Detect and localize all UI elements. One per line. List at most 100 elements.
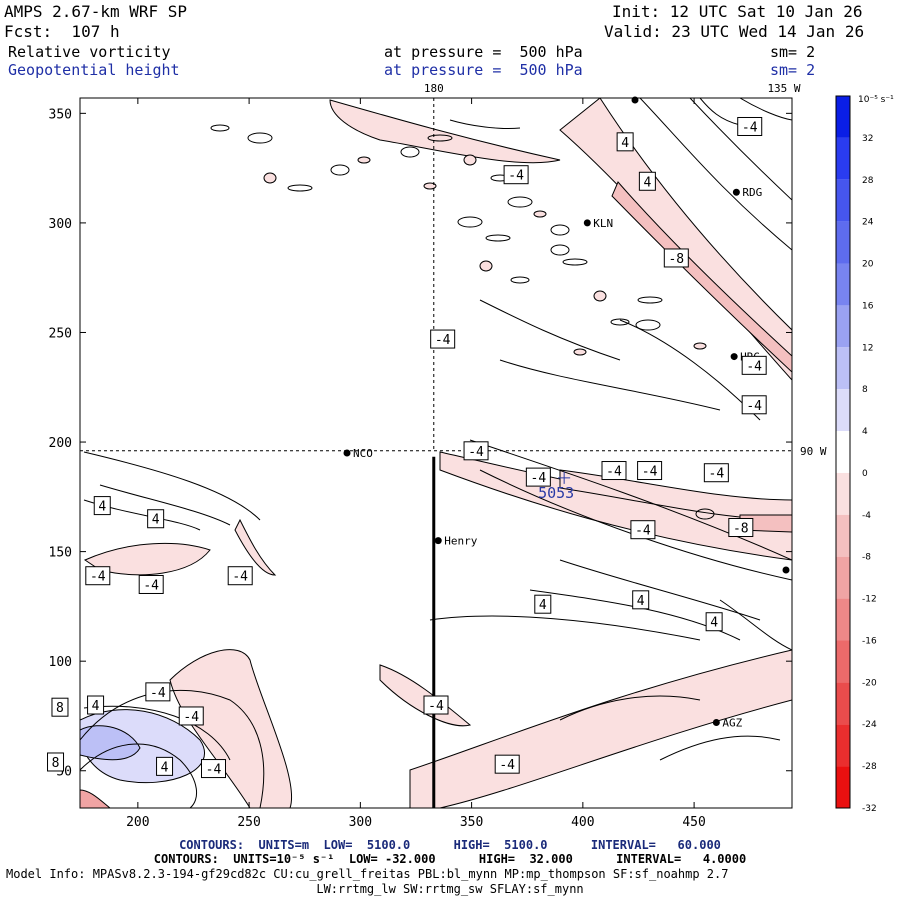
colorbar-tick-label: 28	[862, 176, 874, 186]
contour-label-box	[156, 756, 174, 776]
vort-band-sp2	[559, 469, 792, 521]
y-tick-label: 150	[49, 546, 72, 561]
model-info: Model Info: MPASv8.2.3-194-gf29cd82c CU:…	[6, 867, 729, 881]
contour-label-box	[147, 509, 165, 529]
contour-label: 4	[539, 598, 547, 613]
contour-label: -4	[468, 445, 484, 460]
contour-label-box	[145, 682, 171, 702]
y-tick-label: 100	[49, 655, 72, 670]
colorbar-tick-label: -16	[862, 636, 877, 646]
contour-line	[83, 451, 261, 521]
contour-label-box	[534, 594, 552, 614]
contour-label: -4	[531, 471, 547, 486]
contour-label: -4	[508, 169, 524, 184]
contour-label-box	[178, 706, 204, 726]
x-tick-label: 250	[237, 815, 260, 830]
contour-line	[449, 119, 521, 129]
y-tick-label: 350	[49, 107, 72, 122]
colorbar-tick-label: 32	[862, 134, 873, 144]
contour-label-box	[638, 171, 656, 191]
x-tick-label: 350	[460, 815, 483, 830]
contour-label: -4	[206, 763, 222, 778]
contour-label: 4	[152, 513, 160, 528]
contour-label-box	[201, 759, 226, 779]
contour-line	[80, 743, 198, 808]
contour-label: 4	[637, 594, 645, 609]
vort-eddy	[573, 348, 587, 356]
x-tick-label: 300	[349, 815, 372, 830]
station-label: NCO	[353, 447, 373, 460]
contour-label: 4	[92, 699, 100, 714]
contour-line	[559, 559, 761, 621]
contour-label: 8	[56, 701, 64, 716]
vort-band-strong	[611, 181, 792, 373]
contour-label: 4	[710, 616, 718, 631]
contour-label-box	[741, 355, 767, 375]
station-marker	[434, 537, 442, 545]
contour-label: 4	[643, 175, 651, 190]
contour-label-box	[138, 574, 164, 594]
vort-eddy	[635, 319, 661, 331]
station-marker-edge	[631, 96, 639, 104]
vort-strip-2	[83, 542, 211, 576]
contour-labels-layer: 4 4 -4 -4 -4 -4 -4 4 8 8 4 -4 -4 -4 -4 -4 -4 -4 -4 -4 -8 4 4 4 -…	[47, 116, 767, 779]
init-time: Init: 12 UTC Sat 10 Jan 26	[612, 2, 863, 21]
station-label: RDG	[742, 186, 762, 199]
contour-line	[619, 319, 761, 421]
colorbar-tick-label: -8	[862, 553, 871, 563]
colorbar-segment	[836, 472, 850, 515]
x-tick-label: 400	[571, 815, 594, 830]
colorbar-tick-label: 16	[862, 301, 874, 311]
contour-label-box	[51, 697, 69, 717]
colorbar-segment	[836, 682, 850, 725]
contour-label: -4	[183, 710, 199, 725]
colorbar-segment	[836, 640, 850, 683]
contour-line	[659, 735, 781, 761]
vort-eddy	[610, 318, 630, 326]
contour-line	[689, 98, 792, 201]
colorbar-tick-label: 20	[862, 260, 874, 270]
colorbar-tick-label: -24	[862, 720, 877, 730]
contour-line	[699, 98, 741, 126]
contour-label-box	[601, 461, 627, 481]
field2-level: at pressure = 500 hPa	[384, 61, 583, 79]
contour-label: -4	[232, 570, 248, 585]
colorbar-tick-label: 4	[862, 427, 868, 437]
colorbar-tick-label: 12	[862, 343, 873, 353]
contour-label: -8	[733, 522, 749, 537]
contour-label-box	[630, 520, 656, 540]
station-marker	[730, 353, 738, 361]
colorbar-segment	[836, 137, 850, 180]
contour-line	[559, 695, 701, 721]
vorticity-contour-info: CONTOURS: UNITS=10⁻⁵ s⁻¹ LOW= -32.000 HI…	[153, 852, 747, 866]
vort-patch-west	[169, 649, 292, 808]
contour-label: -4	[742, 120, 758, 135]
station-marker-edge	[782, 566, 790, 574]
contour-label-box	[93, 496, 111, 516]
colorbar-tick-label: -28	[862, 762, 877, 772]
x-tick-label: 200	[126, 815, 149, 830]
contour-label: -4	[428, 699, 444, 714]
height-label: 5053	[538, 484, 574, 502]
colorbar-segment	[836, 766, 850, 808]
colorbar-segment	[836, 179, 850, 222]
colorbar-segment	[836, 263, 850, 306]
y-tick-label: 250	[49, 326, 72, 341]
contour-label: -4	[435, 333, 451, 348]
contour-label: -4	[746, 399, 762, 414]
meridian-label-135w: 135 W	[767, 82, 800, 95]
contour-lines	[80, 98, 792, 808]
colorbar-segment	[836, 556, 850, 599]
contour-label-box	[728, 518, 754, 538]
contour-label-box	[463, 441, 489, 461]
contour-label: -4	[709, 467, 725, 482]
model-info-2: LW:rrtmg_lw SW:rrtmg_sw SFLAY:sf_mynn	[316, 882, 584, 896]
colorbar-tick-label: 0	[862, 469, 868, 479]
station-marker	[583, 219, 591, 227]
contour-label-box	[663, 248, 689, 268]
contour-line	[99, 484, 231, 526]
contour-label-box	[87, 695, 105, 715]
vort-strip-1	[234, 518, 277, 576]
y-tick-label: 300	[49, 217, 72, 232]
contour-label-box	[632, 590, 650, 610]
